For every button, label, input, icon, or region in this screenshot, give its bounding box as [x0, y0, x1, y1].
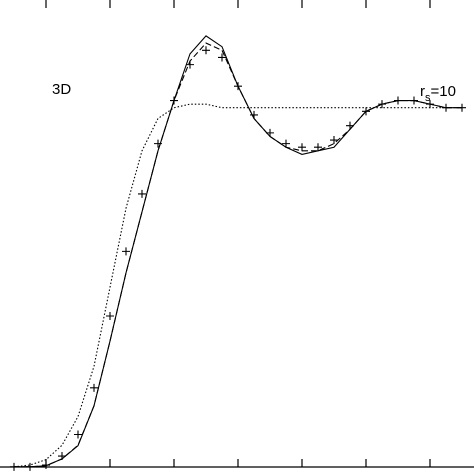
density-label: rs=10: [420, 83, 456, 104]
marker: [426, 100, 434, 109]
marker: [106, 312, 114, 320]
annotation: 3D: [52, 81, 71, 98]
marker: [26, 462, 34, 471]
marker: [346, 121, 354, 130]
marker: [298, 143, 306, 152]
marker: [58, 452, 66, 461]
marker: [74, 430, 82, 439]
marker: [250, 110, 258, 119]
marker: [122, 247, 130, 256]
marker: [458, 103, 466, 112]
marker: [314, 143, 322, 152]
marker: [410, 96, 418, 105]
marker: [442, 103, 450, 112]
marker: [282, 139, 290, 148]
marker: [330, 136, 338, 145]
marker: [138, 189, 146, 198]
series-line: [13, 103, 462, 468]
marker: [10, 462, 18, 471]
marker: [170, 96, 178, 105]
density-rest: =10: [431, 83, 456, 100]
marker: [90, 383, 98, 392]
marker: [42, 461, 50, 470]
marker: [266, 128, 274, 137]
marker: [234, 82, 242, 91]
marker: [202, 46, 210, 55]
marker: [378, 100, 386, 109]
marker: [394, 96, 402, 105]
marker: [362, 107, 370, 116]
density-base: r: [420, 83, 425, 100]
marker: [154, 139, 162, 148]
series-line: [14, 42, 462, 468]
marker: [218, 53, 226, 62]
density-sub: s: [425, 92, 431, 104]
marker: [186, 60, 194, 69]
